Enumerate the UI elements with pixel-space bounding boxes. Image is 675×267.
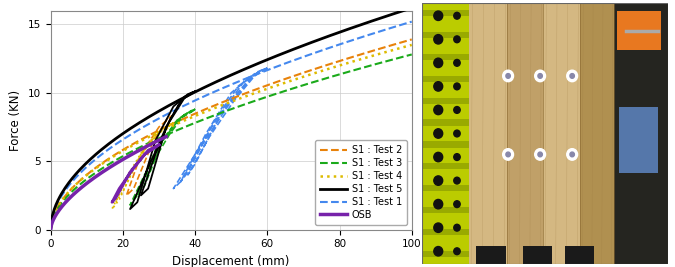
Circle shape (567, 70, 578, 82)
Bar (422, 76, 468, 82)
Circle shape (506, 74, 510, 78)
Bar (422, 207, 468, 213)
Bar (616, 10, 661, 50)
Bar (422, 141, 468, 148)
Bar (476, 246, 506, 264)
Circle shape (434, 11, 443, 21)
Circle shape (570, 152, 574, 157)
Circle shape (538, 74, 542, 78)
Circle shape (434, 246, 443, 256)
Bar (619, 107, 658, 173)
Circle shape (454, 60, 460, 66)
Legend: S1 : Test 2, S1 : Test 3, S1 : Test 4, S1 : Test 5, S1 : Test 1, OSB: S1 : Test 2, S1 : Test 3, S1 : Test 4, S… (315, 140, 407, 225)
Bar (580, 3, 614, 264)
Bar (507, 3, 543, 264)
Circle shape (434, 176, 443, 185)
Bar (422, 32, 468, 38)
Y-axis label: Force (KN): Force (KN) (9, 90, 22, 151)
Bar (523, 246, 552, 264)
Bar (422, 251, 468, 257)
Circle shape (538, 152, 542, 157)
Bar (422, 119, 468, 126)
Circle shape (454, 177, 460, 184)
Circle shape (434, 152, 443, 162)
Bar (614, 3, 668, 264)
Circle shape (454, 12, 460, 19)
Circle shape (434, 35, 443, 44)
X-axis label: Displacement (mm): Displacement (mm) (173, 255, 290, 267)
Circle shape (454, 36, 460, 43)
Bar (543, 3, 580, 264)
Circle shape (535, 70, 545, 82)
Circle shape (454, 130, 460, 137)
Circle shape (454, 83, 460, 90)
Bar (468, 3, 507, 264)
Circle shape (454, 248, 460, 255)
Bar (422, 10, 468, 16)
Circle shape (434, 105, 443, 115)
Circle shape (503, 70, 514, 82)
Bar (422, 3, 468, 264)
Circle shape (434, 58, 443, 68)
Circle shape (434, 82, 443, 91)
Bar (422, 185, 468, 191)
Circle shape (434, 199, 443, 209)
Circle shape (454, 201, 460, 207)
Circle shape (535, 149, 545, 160)
Circle shape (570, 74, 574, 78)
Circle shape (454, 107, 460, 113)
Circle shape (503, 149, 514, 160)
Bar (422, 97, 468, 104)
Circle shape (434, 223, 443, 232)
Circle shape (567, 149, 578, 160)
Bar (422, 54, 468, 60)
Circle shape (506, 152, 510, 157)
Bar (422, 163, 468, 170)
Circle shape (454, 154, 460, 160)
Circle shape (454, 224, 460, 231)
Bar (565, 246, 595, 264)
Bar (422, 229, 468, 235)
Circle shape (434, 129, 443, 138)
